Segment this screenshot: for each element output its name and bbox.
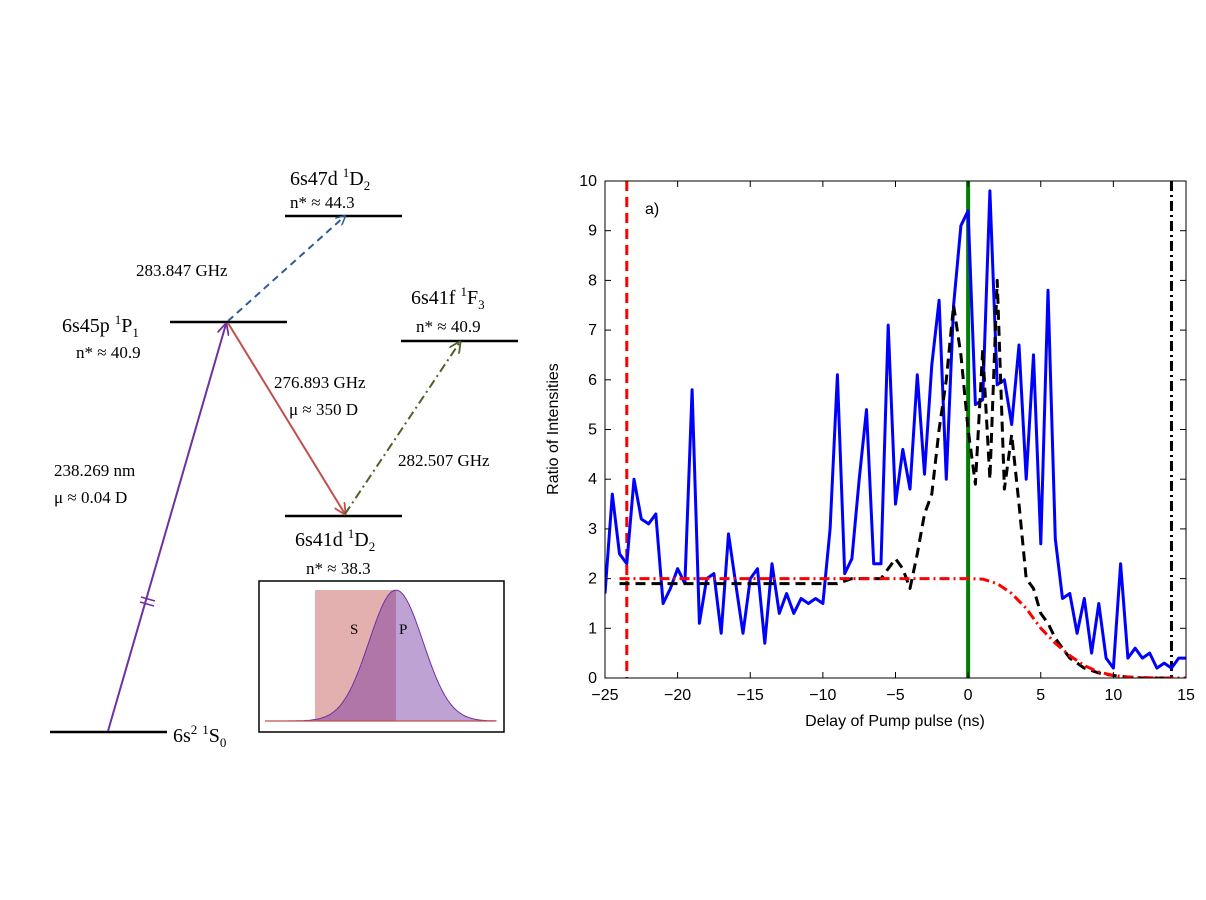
x-tick-label-6: 5 (1036, 687, 1045, 704)
x-tick-label-2: −15 (737, 687, 764, 704)
y-axis-label: Ratio of Intensities (545, 363, 562, 495)
x-tick-label-5: 0 (964, 687, 973, 704)
arrow-uv-excitation (107, 324, 226, 732)
level-nstar-6s41d: n* ≈ 38.3 (306, 559, 371, 578)
label-dipole-004: μ ≈ 0.04 D (54, 488, 127, 507)
chart: −25 −20 −15 −10 −5 0 5 10 15 0 1 2 3 4 5 6 7 8 9 10 a) Dela… (545, 173, 1195, 730)
level-nstar-6s47d: n* ≈ 44.3 (290, 193, 355, 212)
y-tick-label-7: 7 (588, 322, 597, 339)
label-283-GHz: 283.847 GHz (136, 261, 228, 280)
x-tick-label-1: −20 (664, 687, 691, 704)
s-pulse (315, 590, 396, 721)
x-axis-label: Delay of Pump pulse (ns) (805, 713, 985, 730)
level-nstar-6s41f: n* ≈ 40.9 (416, 317, 481, 336)
y-tick-label-4: 4 (588, 471, 597, 488)
x-tick-label-0: −25 (591, 687, 618, 704)
arrow-to-6s47d (227, 216, 345, 322)
y-tick-label-9: 9 (588, 223, 597, 240)
y-tick-label-8: 8 (588, 272, 597, 289)
x-tick-label-8: 15 (1177, 687, 1195, 704)
x-tick-label-7: 10 (1104, 687, 1122, 704)
level-label-6s41d: 6s41d 1D2 (295, 526, 375, 554)
axis-break-mark-1 (140, 596, 156, 602)
level-nstar-6s45p: n* ≈ 40.9 (76, 343, 141, 362)
level-label-6s45p: 6s45p 1P1 (62, 312, 139, 340)
level-label-6s2: 6s2 1S0 (173, 722, 226, 750)
x-tick-label-4: −5 (886, 687, 904, 704)
arrow-to-6s41f (344, 342, 460, 515)
label-282-GHz: 282.507 GHz (398, 451, 490, 470)
label-dipole-350: μ ≈ 350 D (289, 400, 358, 419)
axis-break-mark-2 (139, 601, 155, 607)
y-tick-label-6: 6 (588, 372, 597, 389)
y-tick-label-5: 5 (588, 422, 597, 439)
p-pulse-label: P (399, 622, 407, 638)
label-238-nm: 238.269 nm (54, 461, 135, 480)
label-276-GHz: 276.893 GHz (274, 373, 366, 392)
s-pulse-label: S (350, 622, 358, 638)
panel-annotation: a) (645, 201, 659, 218)
level-label-6s47d: 6s47d 1D2 (290, 165, 370, 193)
series-line-2 (619, 577, 1186, 678)
y-tick-label-2: 2 (588, 571, 597, 588)
arrow-to-6s41d (227, 322, 345, 514)
ticks-layer: −25 −20 −15 −10 −5 0 5 10 15 0 1 2 3 4 5 6 7 8 9 10 (579, 173, 1195, 704)
energy-level-diagram: 6s47d 1D2 n* ≈ 44.3 6s45p 1P1 n* ≈ 40.9 6s… (50, 165, 518, 750)
inset-frame (258, 580, 505, 733)
series-line-0 (605, 189, 1186, 670)
pulse-inset: S P (258, 580, 505, 733)
level-label-6s41f: 6s41f 1F3 (411, 284, 485, 312)
y-tick-label-10: 10 (579, 173, 597, 190)
y-tick-label-0: 0 (588, 670, 597, 687)
y-tick-label-1: 1 (588, 620, 597, 637)
series-line-1 (619, 278, 1172, 678)
series-layer (605, 181, 1186, 678)
x-tick-label-3: −10 (809, 687, 836, 704)
y-tick-label-3: 3 (588, 521, 597, 538)
